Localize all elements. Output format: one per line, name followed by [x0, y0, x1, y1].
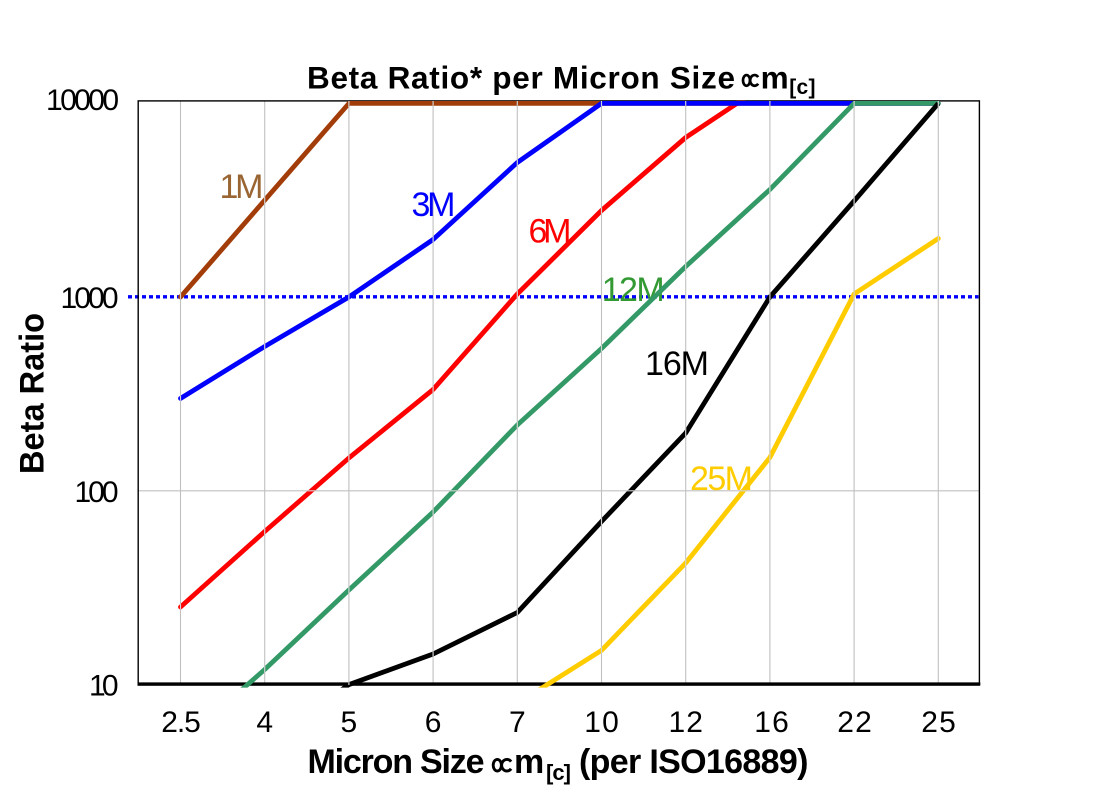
svg-text:5: 5 — [341, 706, 358, 739]
svg-text:16: 16 — [754, 706, 789, 739]
svg-text:7: 7 — [509, 706, 526, 739]
svg-text:10: 10 — [584, 706, 619, 739]
svg-text:Beta Ratio* per Micron Size: Beta Ratio* per Micron Size — [307, 60, 735, 96]
svg-text:25: 25 — [921, 706, 956, 739]
svg-text:100: 100 — [75, 476, 119, 509]
svg-text:12M: 12M — [602, 271, 665, 309]
svg-text:Micron Size: Micron Size — [308, 743, 485, 781]
svg-text:m: m — [514, 743, 544, 781]
svg-text:10000: 10000 — [46, 84, 119, 117]
svg-text:4: 4 — [256, 706, 273, 739]
svg-text:16M: 16M — [645, 345, 709, 383]
svg-text:2.5: 2.5 — [161, 706, 201, 739]
svg-text:1000: 1000 — [61, 282, 119, 315]
svg-text:1M: 1M — [220, 168, 264, 206]
svg-text:12: 12 — [668, 706, 703, 739]
svg-text:Beta Ratio: Beta Ratio — [14, 313, 52, 474]
svg-text:[c]: [c] — [546, 760, 571, 785]
svg-text:6: 6 — [425, 706, 442, 739]
svg-text:m: m — [761, 60, 789, 96]
svg-text:22: 22 — [837, 706, 872, 739]
svg-text:10: 10 — [89, 670, 119, 703]
svg-text:[c]: [c] — [789, 76, 815, 99]
svg-text:(per ISO16889): (per ISO16889) — [579, 743, 809, 781]
